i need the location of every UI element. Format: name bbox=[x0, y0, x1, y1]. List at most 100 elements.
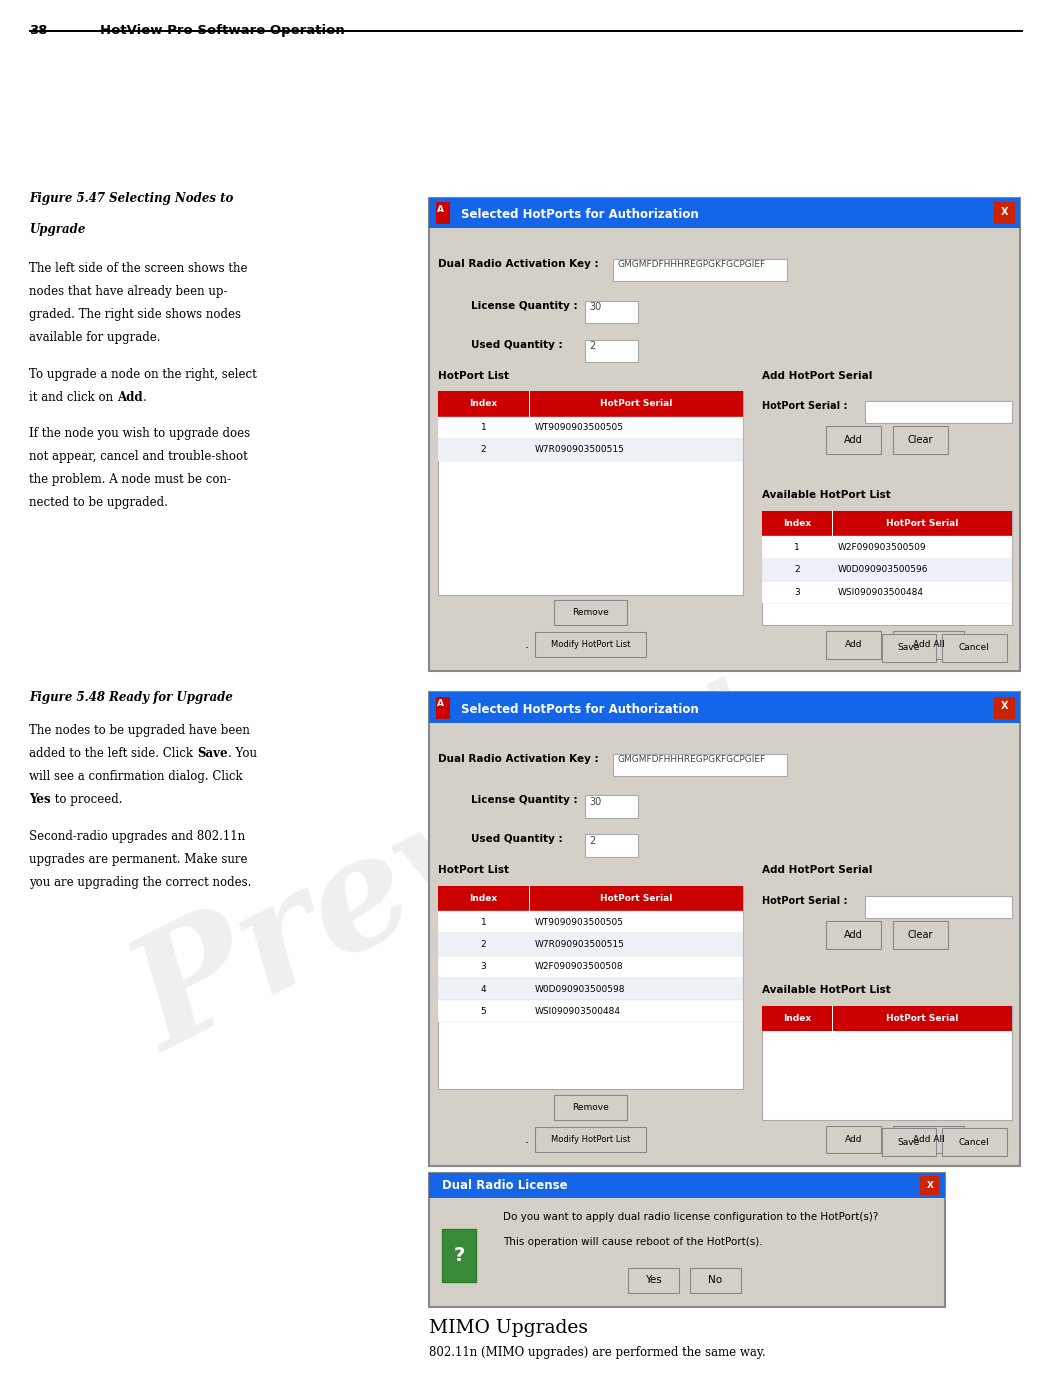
Text: Selected HotPorts for Authorization: Selected HotPorts for Authorization bbox=[461, 702, 699, 716]
Text: HotPort Serial :: HotPort Serial : bbox=[762, 401, 848, 411]
Bar bbox=[762, 581, 1012, 603]
Bar bbox=[613, 259, 787, 281]
Text: Modify HotPort List: Modify HotPort List bbox=[550, 641, 630, 649]
Bar bbox=[826, 921, 881, 949]
Text: Add: Add bbox=[845, 1135, 862, 1144]
Text: MIMO Upgrades: MIMO Upgrades bbox=[429, 1319, 588, 1337]
Bar bbox=[762, 511, 1012, 536]
Bar bbox=[893, 1126, 964, 1153]
Bar bbox=[585, 834, 638, 857]
Bar bbox=[429, 692, 1020, 1166]
Bar bbox=[429, 198, 1020, 671]
Text: A: A bbox=[437, 205, 444, 213]
Bar bbox=[429, 198, 1020, 228]
Bar bbox=[882, 1128, 936, 1156]
Bar bbox=[826, 631, 881, 659]
Text: 3: 3 bbox=[481, 963, 486, 971]
Text: Available HotPort List: Available HotPort List bbox=[762, 985, 891, 995]
Bar bbox=[994, 202, 1015, 224]
Bar bbox=[762, 511, 1012, 625]
Text: Cancel: Cancel bbox=[958, 1138, 990, 1146]
Bar bbox=[762, 536, 1012, 559]
Text: GMGMFDFHHHREGPGKFGCPGIEF: GMGMFDFHHHREGPGKFGCPGIEF bbox=[618, 755, 766, 763]
Bar bbox=[762, 1006, 1012, 1031]
Text: upgrades are permanent. Make sure: upgrades are permanent. Make sure bbox=[29, 853, 248, 866]
Text: W2F090903500509: W2F090903500509 bbox=[837, 543, 926, 552]
Text: Dual Radio License: Dual Radio License bbox=[442, 1178, 567, 1192]
Bar bbox=[628, 1268, 679, 1293]
Bar bbox=[585, 301, 638, 323]
Text: The left side of the screen shows the: The left side of the screen shows the bbox=[29, 262, 248, 274]
Text: W0D090903500598: W0D090903500598 bbox=[534, 985, 625, 993]
Bar bbox=[553, 600, 627, 625]
Text: 2: 2 bbox=[589, 836, 595, 846]
Text: not appear, cancel and trouble-shoot: not appear, cancel and trouble-shoot bbox=[29, 450, 248, 464]
Text: Save: Save bbox=[897, 644, 920, 652]
Text: A: A bbox=[437, 699, 444, 708]
Text: WT9090903500505: WT9090903500505 bbox=[534, 423, 624, 432]
Text: Preview: Preview bbox=[110, 646, 773, 1081]
Bar bbox=[429, 1173, 945, 1307]
Bar bbox=[438, 933, 743, 956]
Text: Second-radio upgrades and 802.11n: Second-radio upgrades and 802.11n bbox=[29, 830, 245, 843]
Bar bbox=[826, 426, 881, 454]
Bar bbox=[553, 1095, 627, 1120]
Text: 2: 2 bbox=[794, 566, 800, 574]
Text: X: X bbox=[1000, 701, 1009, 712]
Text: Available HotPort List: Available HotPort List bbox=[762, 490, 891, 500]
Text: 802.11n (MIMO upgrades) are performed the same way.: 802.11n (MIMO upgrades) are performed th… bbox=[429, 1346, 766, 1358]
Text: Figure 5.47 Selecting Nodes to: Figure 5.47 Selecting Nodes to bbox=[29, 192, 234, 205]
Text: the problem. A node must be con-: the problem. A node must be con- bbox=[29, 474, 231, 486]
Text: added to the left side. Click: added to the left side. Click bbox=[29, 747, 197, 761]
Text: Save: Save bbox=[897, 1138, 920, 1146]
Text: Index: Index bbox=[783, 520, 811, 528]
Bar bbox=[826, 1126, 881, 1153]
Text: .: . bbox=[525, 638, 528, 652]
Text: nected to be upgraded.: nected to be upgraded. bbox=[29, 496, 168, 510]
Bar bbox=[438, 886, 743, 911]
Text: WSI090903500484: WSI090903500484 bbox=[837, 588, 924, 596]
Text: nodes that have already been up-: nodes that have already been up- bbox=[29, 284, 228, 298]
Text: ?: ? bbox=[453, 1245, 465, 1265]
Bar bbox=[994, 696, 1015, 719]
Text: W2F090903500508: W2F090903500508 bbox=[534, 963, 623, 971]
Text: Dual Radio Activation Key :: Dual Radio Activation Key : bbox=[438, 259, 599, 269]
Bar bbox=[438, 417, 743, 439]
Text: 1: 1 bbox=[481, 918, 486, 926]
Bar bbox=[882, 634, 936, 662]
Bar bbox=[438, 439, 743, 461]
Text: HotPort Serial: HotPort Serial bbox=[600, 400, 672, 408]
Bar bbox=[438, 978, 743, 1000]
Text: to proceed.: to proceed. bbox=[52, 794, 123, 807]
Text: Add HotPort Serial: Add HotPort Serial bbox=[762, 371, 872, 380]
Text: No: No bbox=[708, 1275, 723, 1286]
Text: 30: 30 bbox=[589, 302, 602, 312]
Text: The nodes to be upgraded have been: The nodes to be upgraded have been bbox=[29, 724, 250, 737]
Text: Modify HotPort List: Modify HotPort List bbox=[550, 1135, 630, 1144]
Text: HotPort Serial: HotPort Serial bbox=[886, 1014, 958, 1022]
Text: Add All: Add All bbox=[913, 641, 945, 649]
Text: Figure 5.48 Ready for Upgrade: Figure 5.48 Ready for Upgrade bbox=[29, 691, 234, 703]
Text: 1: 1 bbox=[481, 423, 486, 432]
Text: To upgrade a node on the right, select: To upgrade a node on the right, select bbox=[29, 368, 257, 380]
Text: Add: Add bbox=[844, 435, 863, 446]
Bar bbox=[893, 631, 964, 659]
Text: Add All: Add All bbox=[913, 1135, 945, 1144]
Text: Index: Index bbox=[469, 400, 498, 408]
Text: you are upgrading the correct nodes.: you are upgrading the correct nodes. bbox=[29, 876, 251, 889]
Bar bbox=[920, 1176, 939, 1195]
Text: X: X bbox=[927, 1181, 933, 1190]
Text: 3: 3 bbox=[794, 588, 800, 596]
Bar bbox=[942, 1128, 1007, 1156]
Bar bbox=[438, 911, 743, 933]
Text: .: . bbox=[143, 390, 146, 404]
Bar bbox=[613, 754, 787, 776]
Text: X: X bbox=[1000, 206, 1009, 217]
Text: If the node you wish to upgrade does: If the node you wish to upgrade does bbox=[29, 428, 250, 440]
Text: License Quantity :: License Quantity : bbox=[471, 301, 578, 311]
Bar bbox=[438, 391, 743, 595]
Text: Remove: Remove bbox=[572, 609, 609, 617]
Text: Dual Radio Activation Key :: Dual Radio Activation Key : bbox=[438, 754, 599, 763]
Text: Used Quantity :: Used Quantity : bbox=[471, 834, 563, 844]
Text: 30: 30 bbox=[589, 797, 602, 807]
